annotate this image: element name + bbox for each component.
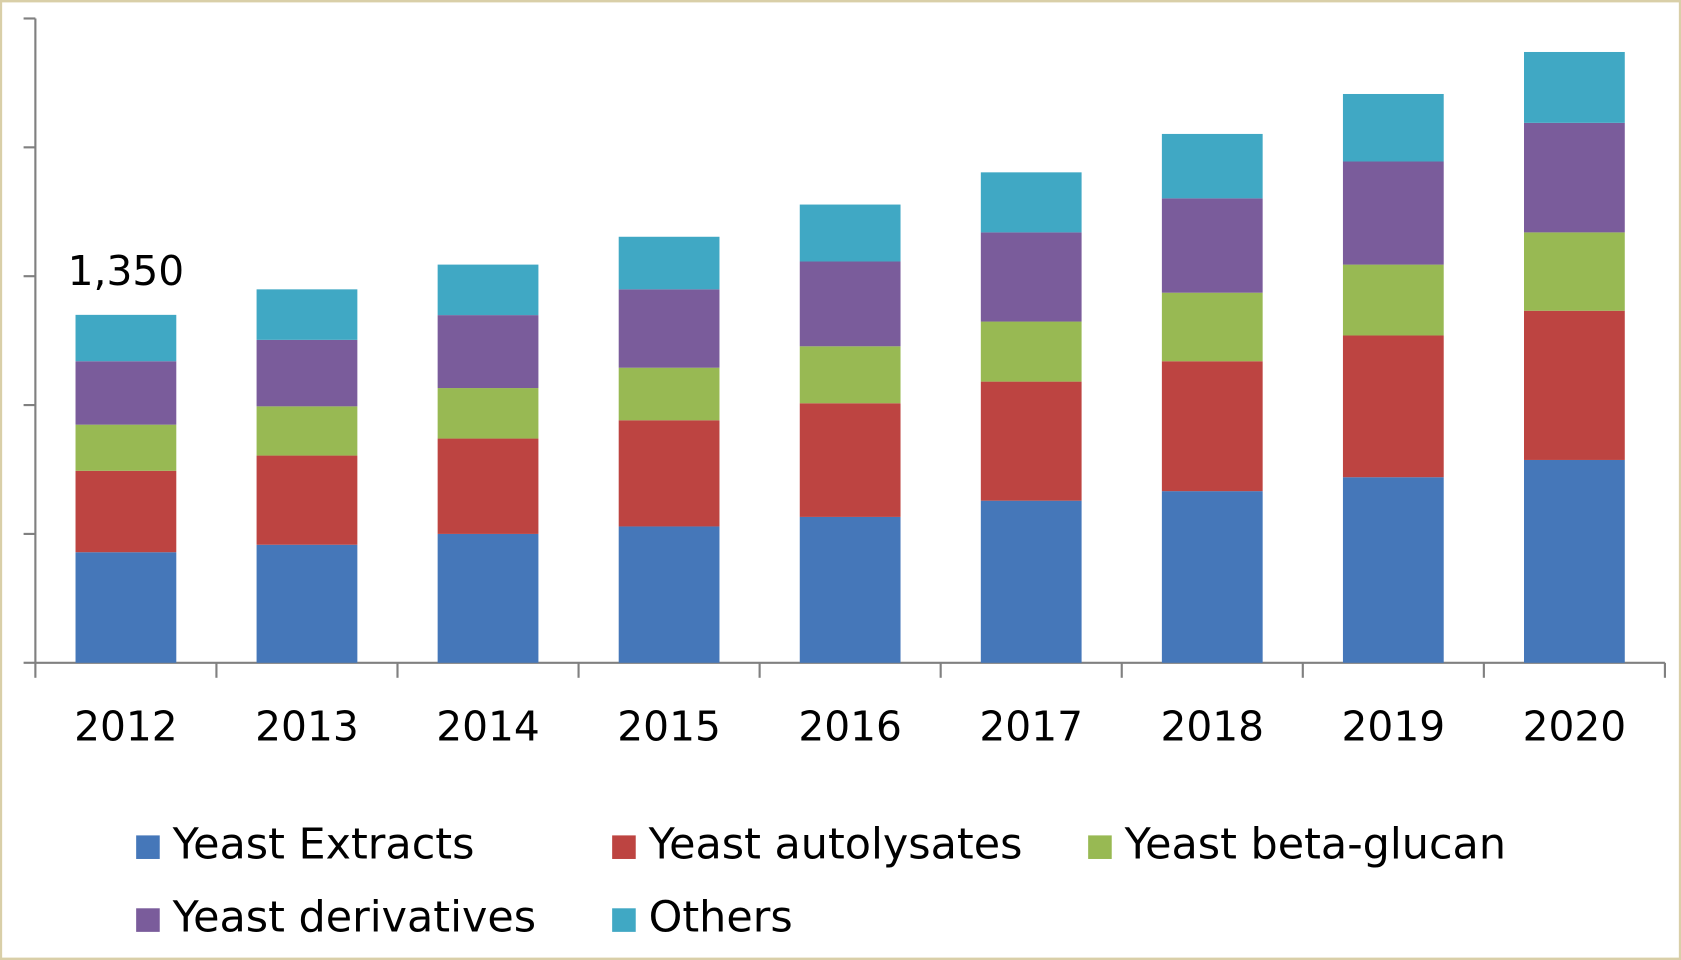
bar-segment xyxy=(1161,292,1263,362)
x-tick-label: 2019 xyxy=(1342,702,1446,750)
legend-label: Yeast beta-glucan xyxy=(1124,820,1506,870)
bar-segment xyxy=(799,261,901,347)
legend-label: Yeast derivatives xyxy=(172,893,537,943)
bar-segment xyxy=(799,516,901,663)
bar-segment xyxy=(75,314,177,362)
bar-segment xyxy=(437,533,539,663)
x-tick-label: 2014 xyxy=(436,702,540,750)
x-tick-label: 2012 xyxy=(74,702,178,750)
bar-segment xyxy=(618,236,720,290)
bar-segment xyxy=(1342,335,1444,478)
bar-segment xyxy=(1342,477,1444,663)
bar-segment xyxy=(256,289,358,340)
bar-segment xyxy=(799,346,901,404)
bar-segment xyxy=(437,438,539,534)
bar-segment xyxy=(980,172,1082,233)
bar-segment xyxy=(437,315,539,389)
x-tick-label: 2013 xyxy=(255,702,359,750)
bar-segment xyxy=(437,388,539,439)
bar-segment xyxy=(75,361,177,425)
x-tick-label: 2015 xyxy=(617,702,721,750)
bar-segment xyxy=(437,264,539,316)
legend-label: Yeast Extracts xyxy=(172,820,475,870)
bar-segment xyxy=(980,232,1082,322)
bar-segment xyxy=(618,420,720,527)
bar-segment xyxy=(1524,310,1625,460)
bar-segment xyxy=(75,470,177,553)
bar-segment xyxy=(1524,51,1625,123)
bar-segment xyxy=(799,403,901,517)
bar-segment xyxy=(980,321,1082,382)
bar-segment xyxy=(256,339,358,407)
total-label: 1,350 xyxy=(68,247,185,295)
bar-segment xyxy=(1342,264,1444,336)
bar-segment xyxy=(618,526,720,663)
legend-swatch xyxy=(612,908,636,932)
legend-label: Yeast autolysates xyxy=(648,820,1023,870)
bar-segment xyxy=(1342,93,1444,162)
bar-segment xyxy=(75,552,177,663)
x-tick-label: 2020 xyxy=(1523,702,1627,750)
x-tick-label: 2017 xyxy=(979,702,1083,750)
bar-segment xyxy=(799,204,901,262)
bar-segment xyxy=(256,544,358,663)
x-tick-label: 2018 xyxy=(1160,702,1264,750)
bar-segment xyxy=(1342,161,1444,265)
legend-label: Others xyxy=(649,893,793,943)
bar-segment xyxy=(1524,459,1625,663)
bar-segment xyxy=(618,367,720,421)
bar-segment xyxy=(1161,133,1263,199)
legend-swatch xyxy=(136,908,160,932)
bar-segment xyxy=(1161,198,1263,293)
bar-segment xyxy=(256,406,358,456)
bar-segment xyxy=(1161,361,1263,492)
bar-segment xyxy=(75,424,177,471)
legend-swatch xyxy=(136,835,160,859)
legend-swatch xyxy=(612,835,636,859)
bar-segment xyxy=(618,289,720,368)
legend-swatch xyxy=(1088,835,1112,859)
bar-segment xyxy=(1524,122,1625,233)
bar-segment xyxy=(980,500,1082,663)
bar-segment xyxy=(256,455,358,545)
bar-segment xyxy=(1524,232,1625,311)
bar-segment xyxy=(980,381,1082,501)
x-tick-label: 2016 xyxy=(798,702,902,750)
bar-segment xyxy=(1161,491,1263,663)
